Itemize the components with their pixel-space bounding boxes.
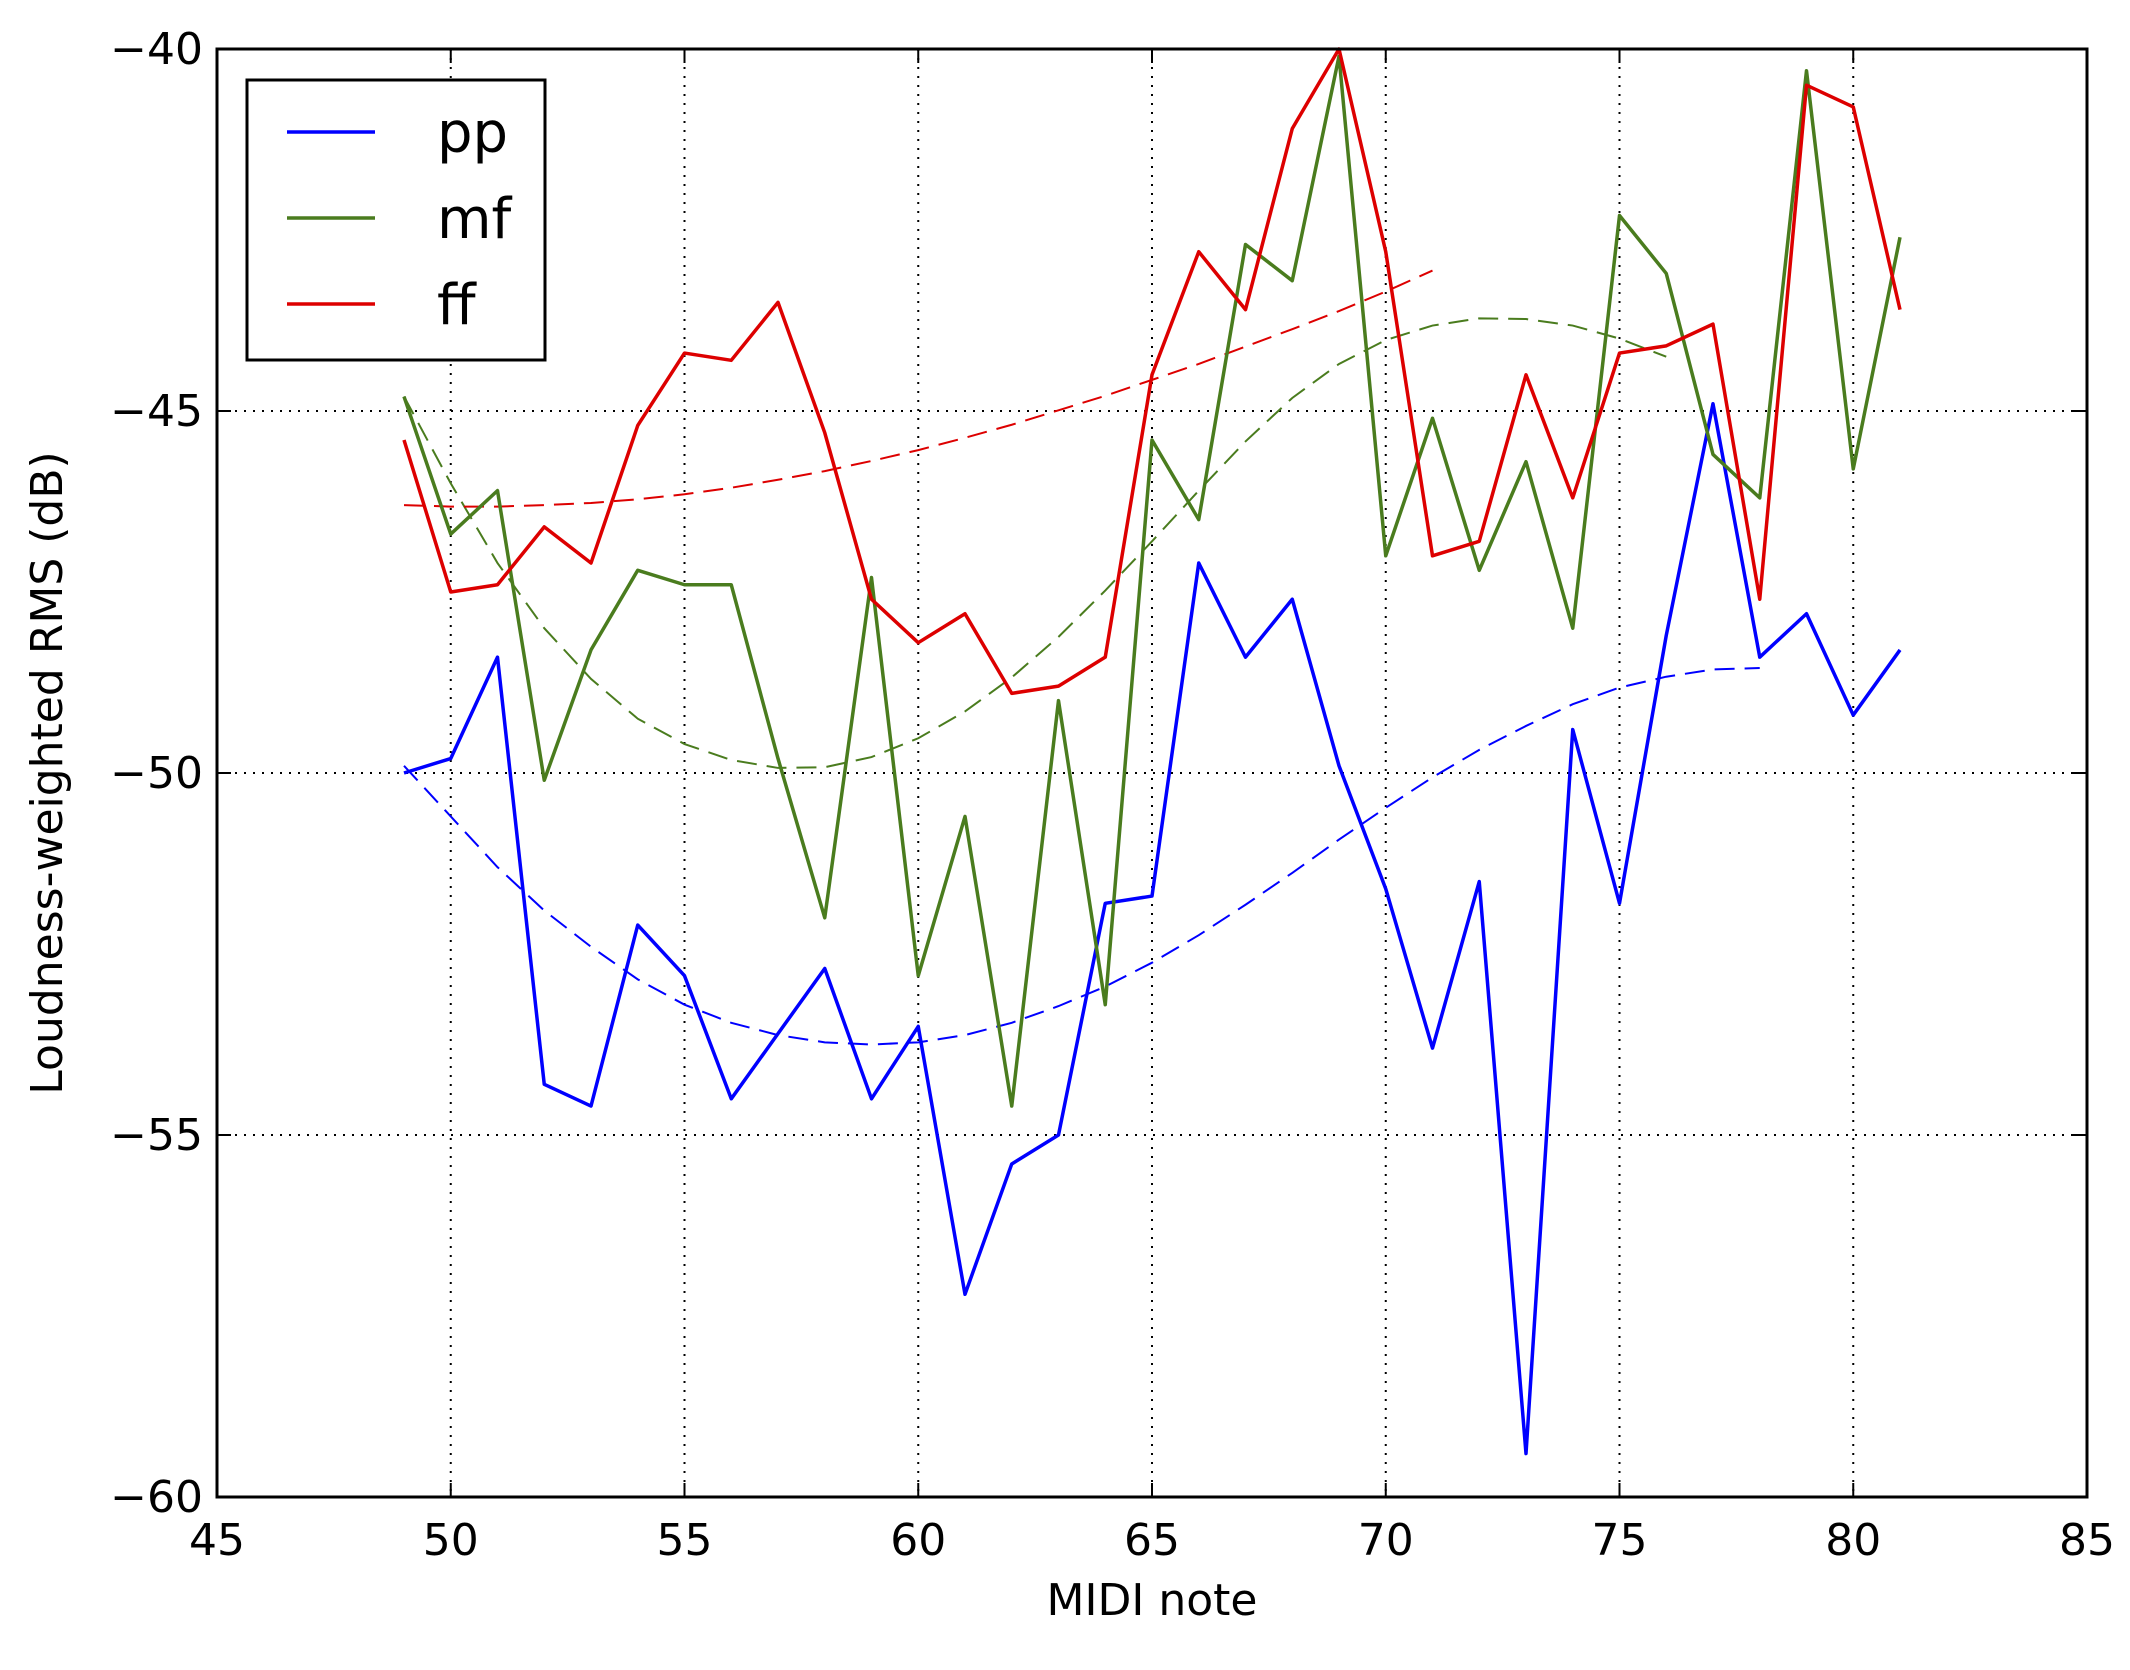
trend-line-pp <box>403 667 1760 1046</box>
axis-ticks: 45 50 55 60 65 70 75 80 85 −60 −55 −50 −45 −40 <box>110 24 2115 1566</box>
data-series <box>402 47 1902 1456</box>
legend-box <box>245 78 547 362</box>
legend-label-mf: mf <box>437 187 513 252</box>
series-line-pp <box>403 402 1902 1456</box>
x-tick-label: 80 <box>1825 1515 1881 1566</box>
y-tick-label: −50 <box>110 748 203 799</box>
x-tick-label: 45 <box>189 1515 245 1566</box>
trend-line-ff <box>403 269 1433 508</box>
trend-lines <box>403 269 1760 1046</box>
y-tick-label: −60 <box>110 1472 203 1523</box>
y-axis-label: Loudness-weighted RMS (dB) <box>22 451 73 1094</box>
series-line-ff <box>402 47 1902 696</box>
legend-label-ff: ff <box>437 273 477 338</box>
x-tick-label: 60 <box>890 1515 946 1566</box>
y-tick-label: −55 <box>110 1110 203 1161</box>
trend-line-mf <box>403 317 1667 769</box>
y-tick-label: −45 <box>110 386 203 437</box>
x-axis-label: MIDI note <box>1047 1575 1258 1626</box>
series-line-mf <box>402 54 1902 1108</box>
x-tick-label: 70 <box>1358 1515 1414 1566</box>
y-tick-label: −40 <box>110 24 203 75</box>
legend-items: pp mf ff <box>287 101 513 338</box>
legend: pp mf ff <box>245 78 547 362</box>
x-tick-label: 55 <box>657 1515 713 1566</box>
x-tick-label: 50 <box>423 1515 479 1566</box>
legend-label-pp: pp <box>437 101 508 166</box>
x-tick-label: 75 <box>1592 1515 1648 1566</box>
x-tick-label: 65 <box>1124 1515 1180 1566</box>
x-tick-label: 85 <box>2059 1515 2115 1566</box>
